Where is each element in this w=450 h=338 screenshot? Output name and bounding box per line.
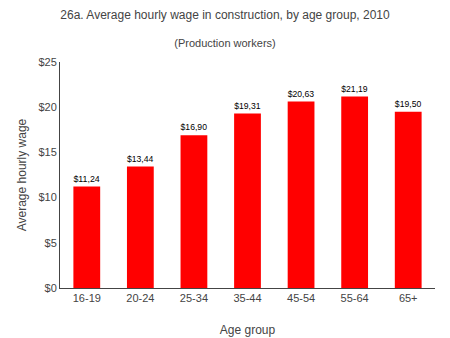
svg-text:20-24: 20-24 [126,292,154,304]
svg-text:$16,90: $16,90 [181,122,208,132]
svg-text:45-54: 45-54 [287,292,315,304]
svg-text:$25: $25 [38,56,56,68]
svg-text:$20,63: $20,63 [288,89,315,99]
svg-text:$13,44: $13,44 [127,154,154,164]
svg-text:(Production workers): (Production workers) [174,37,275,49]
svg-text:55-64: 55-64 [341,292,369,304]
svg-text:$19,31: $19,31 [234,101,261,111]
svg-text:$10: $10 [38,191,56,203]
svg-text:$0: $0 [45,282,57,294]
svg-text:Age group: Age group [220,323,276,337]
svg-text:35-44: 35-44 [233,292,261,304]
svg-text:$20: $20 [38,101,56,113]
svg-text:$11,24: $11,24 [73,174,99,184]
svg-text:16-19: 16-19 [73,292,101,304]
svg-text:$5: $5 [45,237,57,249]
svg-text:$19,50: $19,50 [395,99,422,109]
svg-text:Average hourly wage: Average hourly wage [15,118,29,231]
svg-text:$21,19: $21,19 [341,84,368,94]
svg-text:26a. Average hourly wage in co: 26a. Average hourly wage in construction… [60,8,390,22]
svg-text:65+: 65+ [399,292,418,304]
svg-text:$15: $15 [38,146,56,158]
svg-text:25-34: 25-34 [180,292,208,304]
